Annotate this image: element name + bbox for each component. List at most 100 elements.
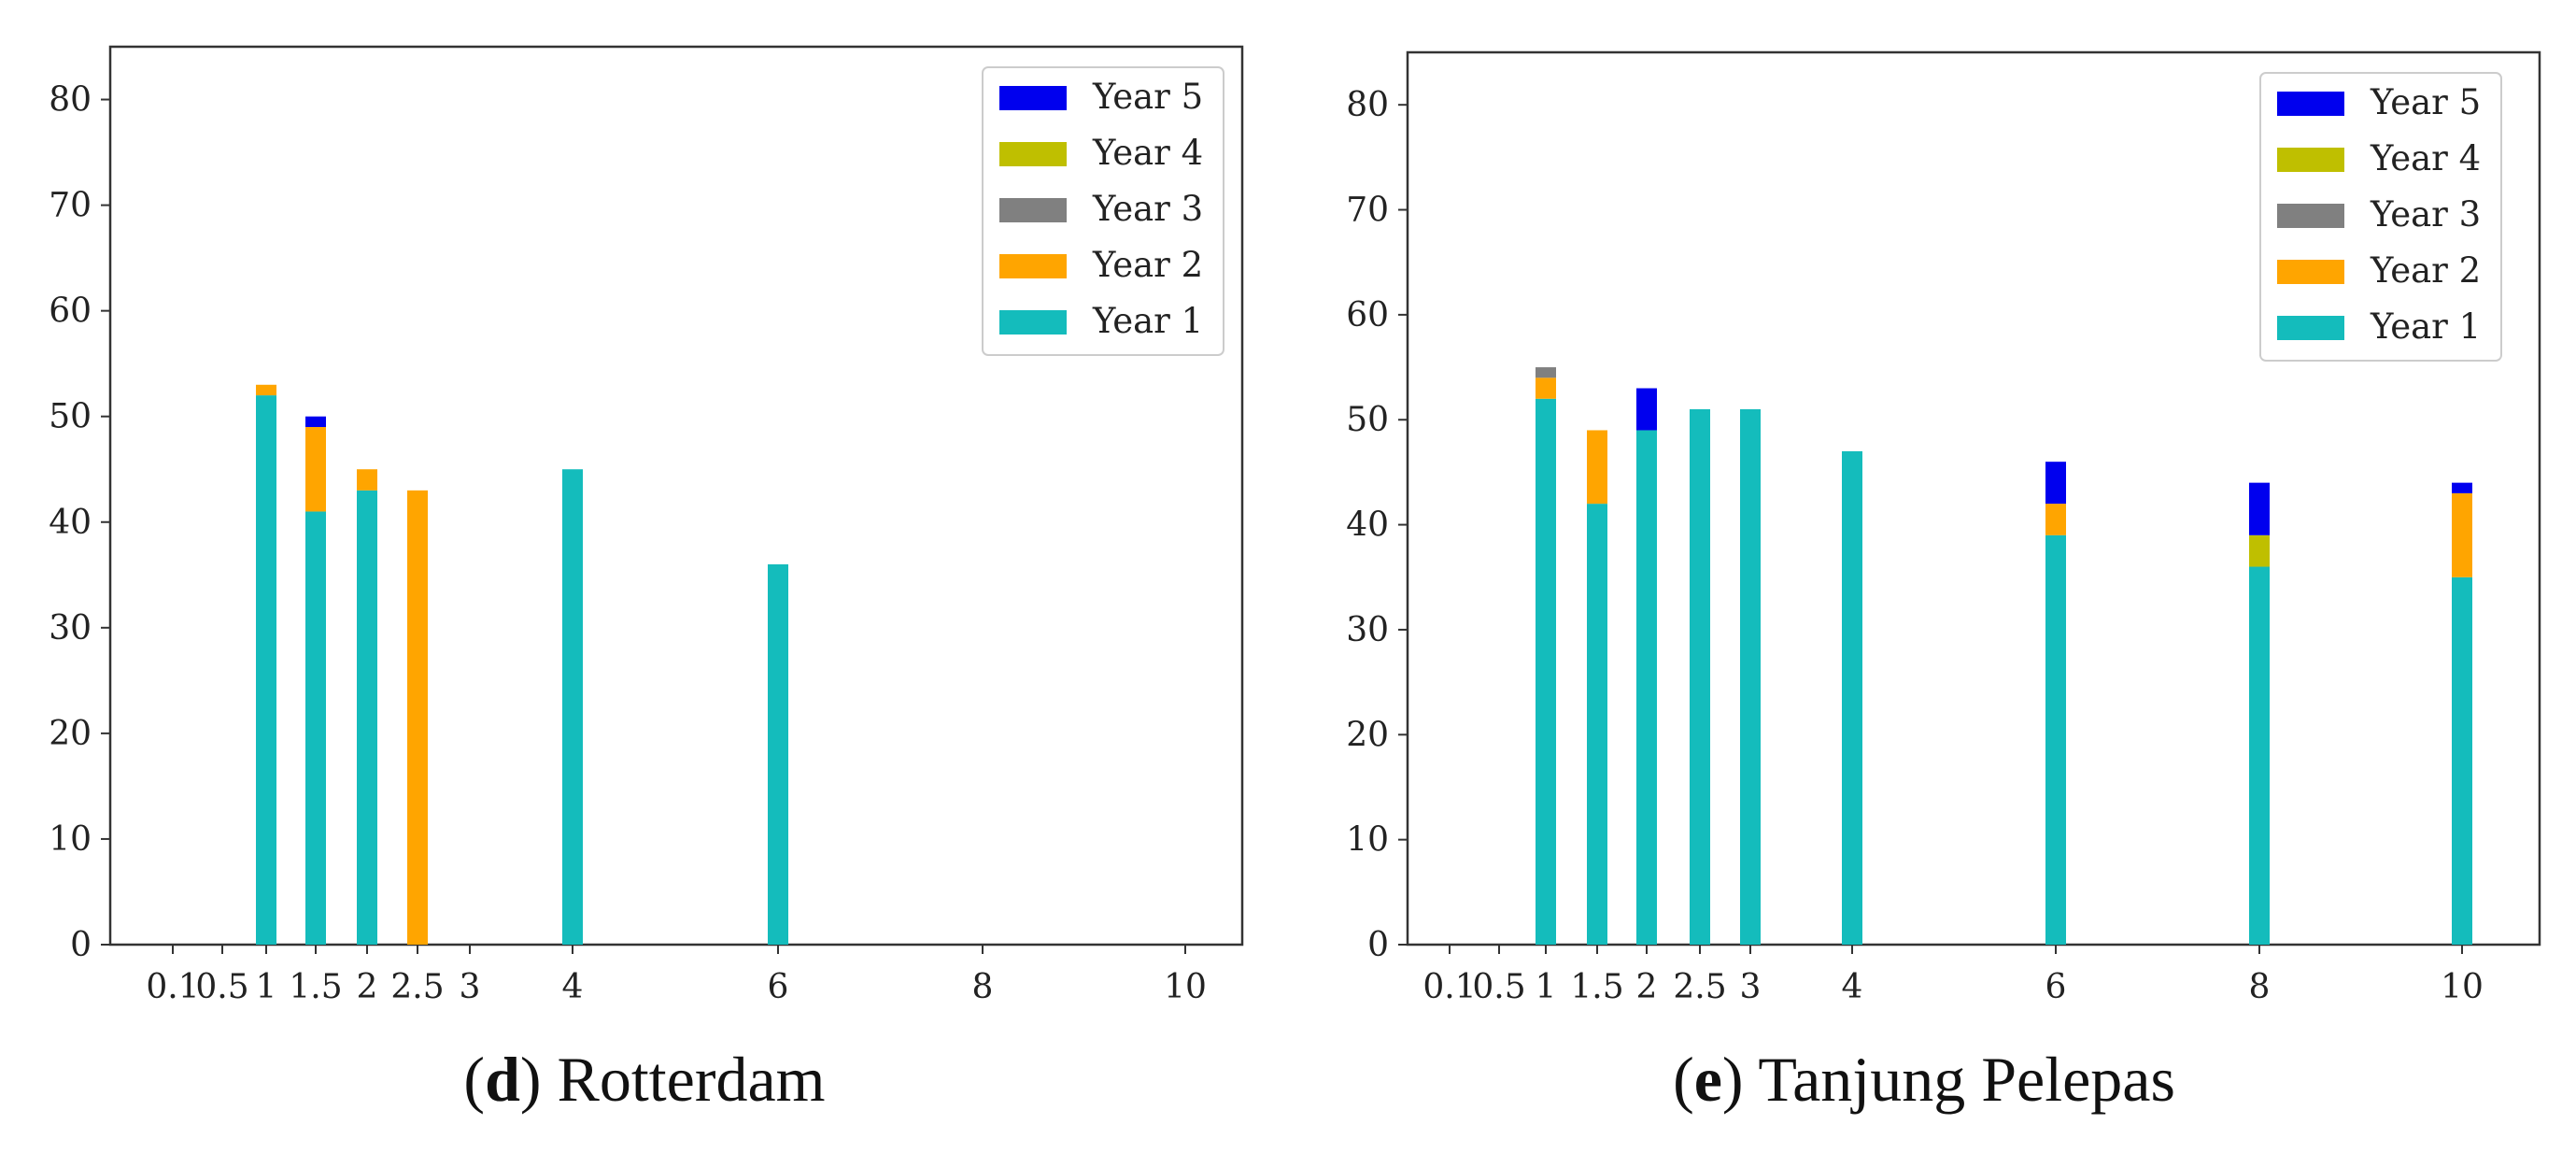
y-tick-label: 10 [49, 820, 92, 859]
legend-label: Year 5 [1092, 77, 1203, 117]
legend-label: Year 2 [2370, 250, 2481, 291]
x-tick-label: 0.1 [146, 968, 199, 1006]
legend-swatch [2277, 260, 2344, 284]
y-tick-label: 60 [1346, 296, 1389, 335]
y-tick-label: 10 [1346, 821, 1389, 860]
x-tick-label: 3 [460, 968, 481, 1006]
y-tick-label: 50 [1346, 401, 1389, 439]
legend-label: Year 4 [1092, 133, 1203, 173]
x-tick-label: 8 [2249, 968, 2271, 1006]
plot-frame [108, 45, 1244, 947]
bar-year-5-x8 [2249, 482, 2270, 535]
y-tick-label: 70 [49, 187, 92, 225]
x-tick-label: 10 [2441, 968, 2484, 1006]
legend-swatch [999, 198, 1067, 222]
bar-year-1-x2.5 [1690, 409, 1710, 945]
caption-title: ) Rotterdam [520, 1044, 826, 1115]
legend: Year 5 Year 4 Year 3 Year 2 Year 1 [982, 66, 1224, 356]
caption-open: ( [463, 1044, 485, 1115]
x-tick-label: 2.5 [390, 968, 444, 1006]
bar-year-5-x6 [2045, 462, 2066, 505]
bar-year-2-x1.5 [1587, 430, 1607, 505]
x-tick-label: 1.5 [1570, 968, 1623, 1006]
bar-year-1-x4 [1842, 450, 1862, 945]
y-tick-label: 30 [49, 609, 92, 648]
x-tick-label: 0.5 [1472, 968, 1525, 1006]
bar-year-1-x1 [1536, 398, 1556, 945]
y-tick-label: 60 [49, 292, 92, 331]
caption-letter: e [1694, 1044, 1722, 1115]
bar-year-2-x6 [2045, 504, 2066, 535]
legend: Year 5 Year 4 Year 3 Year 2 Year 1 [2259, 72, 2502, 362]
bar-year-1-x1 [256, 395, 276, 945]
y-tick-label: 0 [70, 926, 92, 964]
y-tick-label: 80 [49, 81, 92, 120]
bar-year-1-x1.5 [305, 511, 326, 945]
bar-year-5-x2 [1636, 388, 1657, 431]
x-tick-label: 2 [1636, 968, 1658, 1006]
x-tick-label: 4 [1842, 968, 1863, 1006]
bar-year-4-x8 [2249, 534, 2270, 567]
y-tick-label: 70 [1346, 192, 1389, 230]
bar-year-1-x2 [1636, 430, 1657, 945]
x-tick-label: 2.5 [1673, 968, 1726, 1006]
bar-year-2-x1 [256, 384, 276, 396]
chart-panel-e: 0 10 20 30 40 50 60 70 80 0.10.5 1 1.5 2 2.5 3 4 6 8 10 Yea… [1346, 50, 2541, 1115]
x-tick-label: 8 [972, 968, 994, 1006]
x-tick-label: 6 [2045, 968, 2067, 1006]
bar-year-1-x8 [2249, 566, 2270, 945]
y-tick-label: 20 [1346, 716, 1389, 754]
legend-swatch [2277, 148, 2344, 172]
y-tick-label: 40 [49, 504, 92, 542]
bar-year-5-x1.5 [305, 416, 326, 428]
legend-label: Year 3 [2370, 194, 2481, 235]
legend-swatch [999, 142, 1067, 166]
legend-label: Year 3 [1092, 189, 1203, 229]
y-tick-label: 80 [1346, 86, 1389, 124]
bar-year-5-x10 [2452, 482, 2472, 493]
x-tick-label: 0.1 [1422, 968, 1476, 1006]
legend-label: Year 1 [1092, 301, 1203, 341]
legend-label: Year 4 [2370, 138, 2481, 178]
x-tick-label: 1.5 [289, 968, 342, 1006]
x-tick-label: 1 [1536, 968, 1557, 1006]
x-tick-label: 1 [256, 968, 277, 1006]
x-tick-label: 2 [357, 968, 378, 1006]
bar-year-2-x1.5 [305, 427, 326, 512]
bar-year-1-x6 [768, 563, 788, 945]
bar-year-2-x10 [2452, 492, 2472, 577]
x-tick-label: 10 [1164, 968, 1207, 1006]
legend-label: Year 1 [2370, 306, 2481, 347]
legend-swatch [999, 254, 1067, 278]
bar-year-1-x10 [2452, 576, 2472, 945]
bar-year-1-x2 [357, 490, 377, 945]
legend-box [982, 66, 1224, 356]
legend-swatch [2277, 92, 2344, 116]
plot-frame [1406, 50, 2541, 947]
bar-year-2-x1 [1536, 377, 1556, 399]
y-tick-label: 50 [49, 398, 92, 436]
bar-year-3-x1 [1536, 367, 1556, 378]
caption-title: ) Tanjung Pelepas [1722, 1044, 2175, 1115]
x-tick-label: 0.5 [195, 968, 248, 1006]
x-tick-label: 4 [562, 968, 584, 1006]
bar-year-1-x4 [562, 469, 583, 945]
panel-caption: (e) Tanjung Pelepas [1673, 1044, 2175, 1115]
legend-swatch [999, 310, 1067, 335]
bar-year-2-x2.5 [407, 490, 428, 945]
x-tick-label: 6 [768, 968, 789, 1006]
bar-year-2-x2 [357, 469, 377, 491]
legend-box [2259, 72, 2502, 362]
bar-year-1-x3 [1740, 409, 1761, 945]
bar-year-1-x6 [2045, 534, 2066, 945]
legend-swatch [999, 86, 1067, 110]
legend-label: Year 5 [2370, 82, 2481, 122]
chart-panel-d: 0 10 20 30 40 50 60 70 80 0.10.5 1 1.5 2 2.5 3 4 6 8 10 Yea… [49, 45, 1244, 1115]
legend-swatch [2277, 316, 2344, 340]
y-tick-label: 20 [49, 715, 92, 753]
y-tick-label: 0 [1367, 926, 1389, 964]
y-tick-label: 40 [1346, 506, 1389, 545]
panel-caption: (d) Rotterdam [463, 1044, 825, 1115]
caption-letter: d [485, 1044, 520, 1115]
